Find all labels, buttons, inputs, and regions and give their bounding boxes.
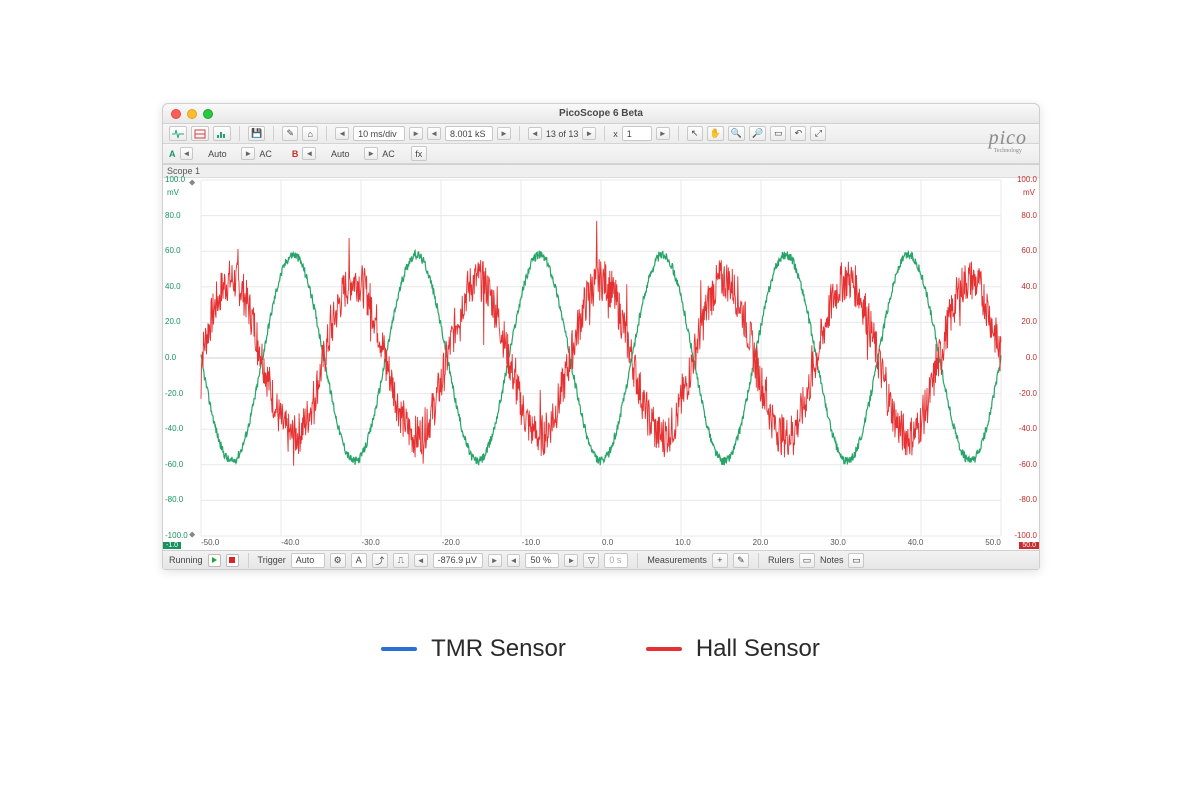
zoom-out-button[interactable]: 🔎 <box>749 126 766 141</box>
add-measurement-button[interactable]: + <box>712 553 728 568</box>
home-button[interactable]: ⌂ <box>302 126 318 141</box>
separator <box>678 126 679 141</box>
badge-cha: -1.0 <box>163 542 181 549</box>
chb-range: Auto <box>320 149 360 159</box>
zoom-rect-button[interactable]: ▭ <box>770 126 786 141</box>
timebase-prev-button[interactable]: ◄ <box>335 127 349 140</box>
level-prev[interactable]: ◄ <box>414 554 428 567</box>
pointer-tool-button[interactable]: ↖ <box>687 126 703 141</box>
toolbar-main: 💾 ✎ ⌂ ◄ 10 ms/div ► ◄ 8.001 kS ► ◄ 13 of… <box>163 124 1039 144</box>
waveform-plot[interactable]: 100.080.060.040.020.00.0-20.0-40.0-60.0-… <box>163 178 1039 550</box>
cha-coupling[interactable]: AC <box>259 149 272 159</box>
legend-item-hall: Hall Sensor <box>646 635 820 663</box>
rulers-label: Rulers <box>768 555 794 565</box>
separator <box>604 126 605 141</box>
scope-mode-button[interactable] <box>169 126 187 141</box>
page-next-button[interactable]: ► <box>582 127 596 140</box>
legend-label-tmr: TMR Sensor <box>431 635 566 663</box>
toolbar-channels: A ◄ Auto ► AC B ◄ Auto ► AC fx <box>163 144 1039 164</box>
chb-coupling[interactable]: AC <box>382 149 395 159</box>
scope-label: Scope 1 <box>163 165 1039 178</box>
notes-label: Notes <box>820 555 844 565</box>
math-channel-button[interactable]: fx <box>411 146 427 161</box>
page-indicator: 13 of 13 <box>546 129 579 139</box>
overflow-top-icon: ⬥ <box>189 177 195 188</box>
measurements-label: Measurements <box>647 555 707 565</box>
notes-button[interactable]: ▭ <box>848 553 864 568</box>
pretrigger[interactable]: 50 % <box>525 553 559 568</box>
zoom-x-next-button[interactable]: ► <box>656 127 670 140</box>
trigger-marker-button[interactable]: ▽ <box>583 553 599 568</box>
overflow-bottom-icon: ⬥ <box>189 529 195 540</box>
separator <box>239 126 240 141</box>
delay-field[interactable]: 0 s <box>604 553 628 568</box>
badge-chb: 50.0 <box>1019 542 1039 549</box>
samples-next-button[interactable]: ► <box>497 127 511 140</box>
samples-field[interactable]: 8.001 kS <box>445 126 493 141</box>
cha-range: Auto <box>197 149 237 159</box>
channel-b-label[interactable]: B <box>292 149 299 159</box>
chb-range-next[interactable]: ► <box>364 147 378 160</box>
save-button[interactable]: 💾 <box>248 126 265 141</box>
run-status: Running <box>169 555 203 565</box>
external-legend: TMR Sensor Hall Sensor <box>0 635 1201 663</box>
legend-label-hall: Hall Sensor <box>696 635 820 663</box>
trigger-settings-button[interactable]: ⚙ <box>330 553 346 568</box>
brand-sub: Technology <box>989 148 1027 154</box>
level-next[interactable]: ► <box>488 554 502 567</box>
status-bar: Running Trigger Auto ⚙ A ⤴ ⎍ ◄ -876.9 µV… <box>163 550 1039 569</box>
chb-range-prev[interactable]: ◄ <box>302 147 316 160</box>
titlebar: PicoScope 6 Beta <box>163 104 1039 124</box>
legend-swatch-tmr <box>381 647 417 651</box>
timebase-field[interactable]: 10 ms/div <box>353 126 405 141</box>
rulers-button[interactable]: ▭ <box>799 553 815 568</box>
wand-button[interactable]: ✎ <box>282 126 298 141</box>
y-unit-left: mV <box>167 188 179 197</box>
y-unit-right: mV <box>1023 188 1035 197</box>
page-prev-button[interactable]: ◄ <box>528 127 542 140</box>
cha-range-prev[interactable]: ◄ <box>180 147 194 160</box>
pretrig-next[interactable]: ► <box>564 554 578 567</box>
separator <box>326 126 327 141</box>
close-icon[interactable] <box>171 109 181 119</box>
channel-a-label[interactable]: A <box>169 149 176 159</box>
zoom-x-field[interactable]: 1 <box>622 126 652 141</box>
scope-area: Scope 1 100.080.060.040.020.00.0-20.0-40… <box>163 164 1039 550</box>
picoscope-window: PicoScope 6 Beta 💾 ✎ ⌂ ◄ 10 ms/div ► ◄ 8… <box>162 103 1040 570</box>
spectrum-mode-button[interactable] <box>213 126 231 141</box>
trigger-adv-button[interactable]: ⎍ <box>393 553 409 568</box>
hand-tool-button[interactable]: ✋ <box>707 126 724 141</box>
cha-range-next[interactable]: ► <box>241 147 255 160</box>
separator <box>273 126 274 141</box>
trigger-level[interactable]: -876.9 µV <box>433 553 483 568</box>
trigger-edge-button[interactable]: ⤴ <box>372 553 388 568</box>
fit-button[interactable]: ⤢ <box>810 126 826 141</box>
pico-logo: pico Technology <box>989 127 1027 154</box>
legend-swatch-hall <box>646 647 682 651</box>
separator <box>519 126 520 141</box>
zoom-in-button[interactable]: 🔍 <box>728 126 745 141</box>
legend-item-tmr: TMR Sensor <box>381 635 566 663</box>
x-axis: -50.0-40.0-30.0-20.0-10.00.010.020.030.0… <box>201 538 1001 550</box>
minimize-icon[interactable] <box>187 109 197 119</box>
brand-text: pico <box>989 127 1027 149</box>
pretrig-prev[interactable]: ◄ <box>507 554 521 567</box>
window-title: PicoScope 6 Beta <box>163 108 1039 119</box>
trigger-label: Trigger <box>258 555 286 565</box>
trigger-mode[interactable]: Auto <box>291 553 325 568</box>
zoom-icon[interactable] <box>203 109 213 119</box>
undo-zoom-button[interactable]: ↶ <box>790 126 806 141</box>
window-controls <box>171 109 213 119</box>
timebase-next-button[interactable]: ► <box>409 127 423 140</box>
edit-measurement-button[interactable]: ✎ <box>733 553 749 568</box>
persist-mode-button[interactable] <box>191 126 209 141</box>
run-button[interactable] <box>208 554 221 567</box>
samples-prev-button[interactable]: ◄ <box>427 127 441 140</box>
stop-button[interactable] <box>226 554 239 567</box>
zoom-x-label: x <box>613 129 618 139</box>
trigger-channel[interactable]: A <box>351 553 367 568</box>
